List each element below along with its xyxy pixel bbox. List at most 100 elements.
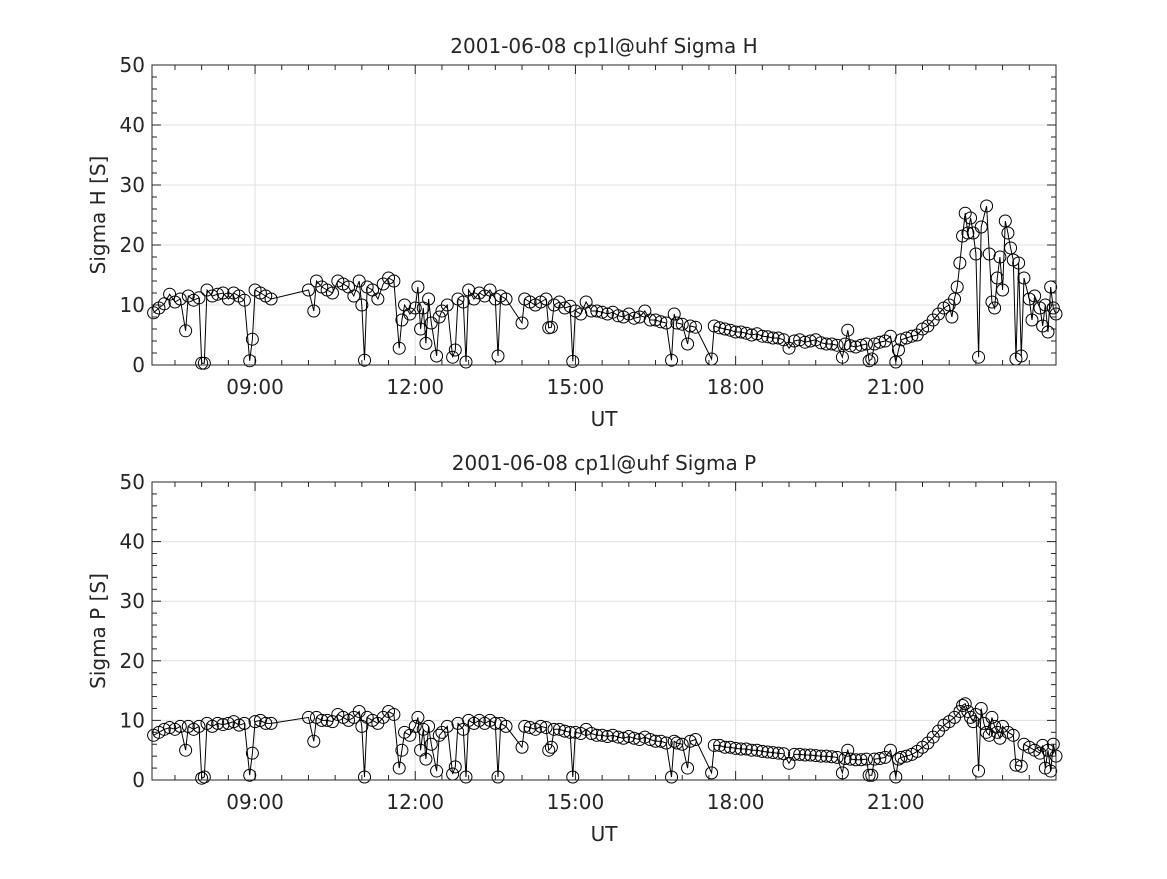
data-point (1046, 301, 1060, 315)
x-tick-label: 18:00 (707, 790, 765, 814)
data-point (974, 220, 988, 234)
data-point (1044, 280, 1058, 294)
data-point (948, 292, 962, 306)
y-tick-label: 10 (120, 293, 145, 317)
data-point (988, 301, 1002, 315)
data-point (835, 766, 849, 780)
data-point (739, 326, 753, 340)
data-point (996, 283, 1010, 297)
y-axis-label: Sigma H [S] (86, 156, 110, 275)
data-point (819, 337, 833, 351)
x-tick-label: 21:00 (867, 375, 925, 399)
data-point (718, 740, 732, 754)
data-point (889, 355, 903, 369)
data-point (953, 256, 967, 270)
data-point (713, 738, 727, 752)
data-point (1044, 764, 1058, 778)
data-point (654, 315, 668, 329)
data-point (862, 768, 876, 782)
data-point (814, 749, 828, 763)
data-point (667, 734, 681, 748)
data-point (729, 741, 743, 755)
data-point (195, 771, 209, 785)
data-point (670, 316, 684, 330)
chart-title: 2001-06-08 cp1l@uhf Sigma P (452, 451, 756, 475)
x-tick-label: 15:00 (547, 790, 605, 814)
data-point (643, 732, 657, 746)
y-tick-label: 20 (120, 649, 145, 673)
data-point (1033, 746, 1047, 760)
data-point (843, 752, 857, 766)
data-point (1014, 759, 1028, 773)
data-point (974, 701, 988, 715)
data-point (713, 321, 727, 335)
data-point (232, 718, 246, 732)
data-point (803, 748, 817, 762)
data-point (723, 740, 737, 754)
data-point (739, 742, 753, 756)
data-point (809, 749, 823, 763)
data-point (515, 740, 529, 754)
data-point (750, 743, 764, 757)
x-tick-label: 18:00 (707, 375, 765, 399)
data-point (491, 349, 505, 363)
data-point (563, 299, 577, 313)
x-tick-label: 12:00 (386, 790, 444, 814)
data-point (408, 719, 422, 733)
data-point (1006, 728, 1020, 742)
data-point (539, 721, 553, 735)
data-point (590, 728, 604, 742)
data-point (665, 770, 679, 784)
data-point (865, 768, 879, 782)
x-axis-label: UT (591, 822, 619, 846)
data-point (1041, 325, 1055, 339)
y-tick-label: 20 (120, 233, 145, 257)
data-point (659, 316, 673, 330)
data-point (248, 715, 262, 729)
data-point (689, 732, 703, 746)
data-point (985, 295, 999, 309)
data-point (859, 337, 873, 351)
data-point (771, 331, 785, 345)
data-point (499, 292, 513, 306)
data-point (387, 707, 401, 721)
data-point (320, 713, 334, 727)
data-point (961, 226, 975, 240)
data-point (958, 206, 972, 220)
data-point (243, 354, 257, 368)
data-point (459, 770, 473, 784)
data-point (798, 748, 812, 762)
data-point (705, 766, 719, 780)
data-point (883, 743, 897, 757)
data-point (371, 292, 385, 306)
data-point (683, 319, 697, 333)
data-point (891, 343, 905, 357)
data-point (448, 343, 462, 357)
data-point (878, 334, 892, 348)
data-point (958, 697, 972, 711)
x-tick-label: 09:00 (226, 790, 284, 814)
data-point (432, 310, 446, 324)
data-point (558, 724, 572, 738)
data-point (803, 334, 817, 348)
data-point (899, 749, 913, 763)
data-point (707, 738, 721, 752)
data-point (430, 349, 444, 363)
data-point (859, 752, 873, 766)
y-axis-label: Sigma P [S] (86, 573, 110, 689)
data-point (867, 752, 881, 766)
data-point (157, 722, 171, 736)
data-point (891, 752, 905, 766)
y-tick-label: 0 (132, 768, 145, 792)
data-point (245, 746, 259, 760)
axes-panel-2: 09:00 12:00 15:00 18:00 21:00 0 10 20 30 40 50 2001… (86, 451, 1063, 846)
data-point (961, 704, 975, 718)
data-point (1017, 271, 1031, 285)
data-point (173, 292, 187, 306)
data-point (1036, 738, 1050, 752)
data-point (192, 719, 206, 733)
data-point (411, 710, 425, 724)
data-point (787, 747, 801, 761)
data-point (307, 304, 321, 318)
data-point (998, 214, 1012, 228)
